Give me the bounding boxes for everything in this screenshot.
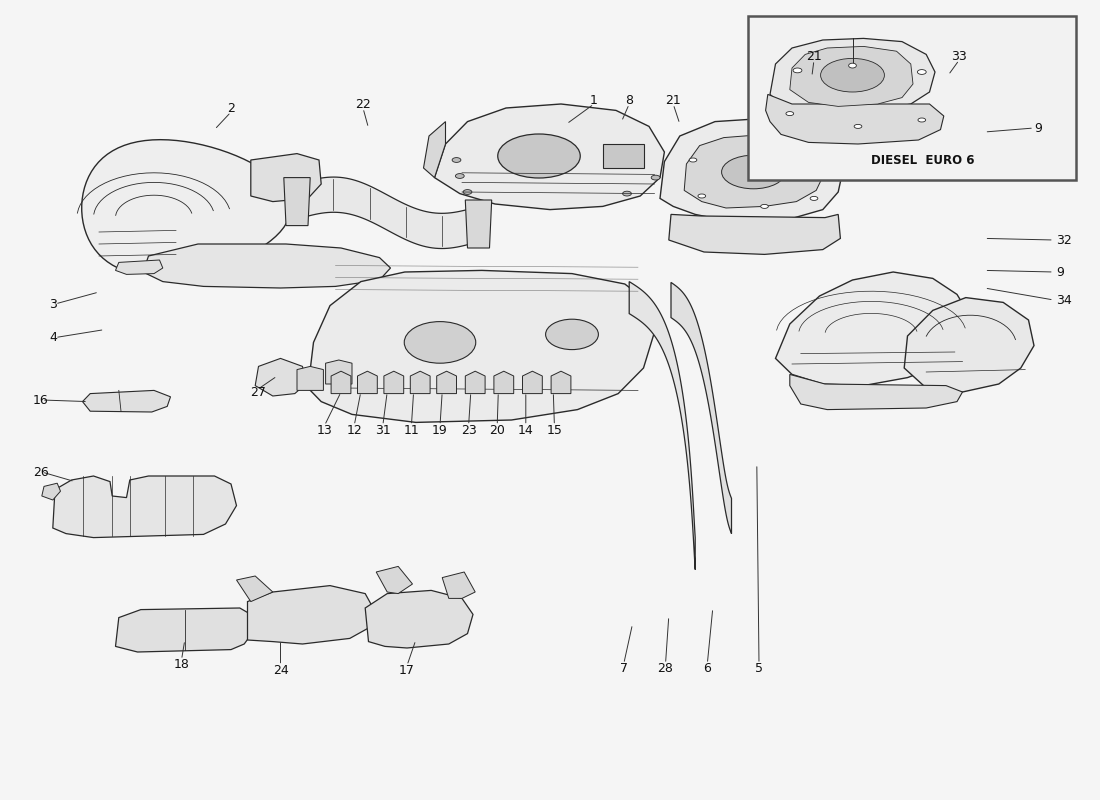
- Polygon shape: [236, 576, 273, 602]
- Text: 14: 14: [518, 424, 534, 437]
- Polygon shape: [437, 371, 456, 394]
- Ellipse shape: [785, 111, 794, 115]
- Polygon shape: [465, 200, 492, 248]
- Text: 20: 20: [490, 424, 505, 437]
- Ellipse shape: [452, 158, 461, 162]
- Polygon shape: [790, 46, 913, 106]
- Text: 26: 26: [33, 466, 48, 478]
- Polygon shape: [790, 374, 962, 410]
- Polygon shape: [255, 358, 306, 396]
- Polygon shape: [660, 118, 845, 222]
- Polygon shape: [766, 94, 944, 144]
- Text: 27: 27: [251, 386, 266, 398]
- Polygon shape: [358, 371, 377, 394]
- Text: 17: 17: [399, 664, 415, 677]
- Polygon shape: [297, 366, 323, 390]
- Ellipse shape: [463, 190, 472, 194]
- Ellipse shape: [821, 58, 884, 92]
- Polygon shape: [629, 282, 695, 570]
- Polygon shape: [53, 476, 236, 538]
- Ellipse shape: [849, 63, 856, 68]
- Polygon shape: [81, 140, 290, 272]
- Text: 32: 32: [1056, 234, 1071, 246]
- Text: 16: 16: [33, 394, 48, 406]
- Text: 31: 31: [375, 424, 390, 437]
- Text: 8: 8: [625, 94, 634, 106]
- Text: 2: 2: [227, 102, 235, 114]
- Text: 9: 9: [1034, 122, 1042, 134]
- Polygon shape: [251, 154, 321, 202]
- Text: 13: 13: [317, 424, 332, 437]
- Text: 22: 22: [355, 98, 371, 110]
- Ellipse shape: [651, 175, 660, 180]
- Text: 15: 15: [547, 424, 562, 437]
- Polygon shape: [494, 371, 514, 394]
- Polygon shape: [522, 371, 542, 394]
- Ellipse shape: [854, 124, 862, 129]
- Text: 7: 7: [619, 662, 628, 674]
- Polygon shape: [42, 483, 60, 500]
- Ellipse shape: [818, 159, 827, 163]
- Ellipse shape: [405, 322, 475, 363]
- Text: 5: 5: [755, 662, 763, 674]
- Polygon shape: [424, 122, 446, 178]
- Bar: [748, 16, 1076, 180]
- Text: DIESEL  EURO 6: DIESEL EURO 6: [871, 154, 975, 166]
- Polygon shape: [384, 371, 404, 394]
- Polygon shape: [465, 371, 485, 394]
- Ellipse shape: [546, 319, 598, 350]
- Polygon shape: [410, 371, 430, 394]
- Ellipse shape: [623, 191, 631, 196]
- Polygon shape: [308, 270, 654, 422]
- Polygon shape: [82, 390, 170, 412]
- Polygon shape: [331, 371, 351, 394]
- Ellipse shape: [793, 68, 802, 73]
- Ellipse shape: [810, 196, 818, 200]
- Ellipse shape: [722, 155, 785, 189]
- Polygon shape: [284, 178, 310, 226]
- Text: 18: 18: [174, 658, 189, 670]
- Polygon shape: [434, 104, 664, 210]
- Polygon shape: [365, 590, 473, 648]
- Text: 11: 11: [404, 424, 419, 437]
- Polygon shape: [770, 38, 935, 112]
- Polygon shape: [603, 144, 644, 168]
- Ellipse shape: [917, 118, 926, 122]
- Text: 9: 9: [1056, 266, 1064, 278]
- Ellipse shape: [497, 134, 581, 178]
- Ellipse shape: [689, 158, 697, 162]
- Text: 21: 21: [806, 50, 822, 62]
- Text: 19: 19: [432, 424, 448, 437]
- Text: 12: 12: [346, 424, 362, 437]
- Polygon shape: [116, 260, 163, 274]
- Text: 24: 24: [273, 664, 288, 677]
- Polygon shape: [684, 134, 825, 208]
- Ellipse shape: [698, 194, 706, 198]
- Ellipse shape: [917, 70, 926, 74]
- Text: 4: 4: [50, 331, 57, 344]
- Text: 23: 23: [461, 424, 476, 437]
- Text: 1: 1: [590, 94, 598, 106]
- Polygon shape: [143, 244, 390, 288]
- Ellipse shape: [761, 132, 768, 136]
- Polygon shape: [297, 177, 478, 249]
- Text: 6: 6: [703, 662, 712, 674]
- Text: 33: 33: [952, 50, 967, 62]
- Ellipse shape: [455, 174, 464, 178]
- Polygon shape: [671, 282, 732, 534]
- Polygon shape: [248, 586, 374, 644]
- Polygon shape: [904, 298, 1034, 392]
- Polygon shape: [442, 572, 475, 598]
- Text: 28: 28: [658, 662, 673, 674]
- Polygon shape: [376, 566, 412, 594]
- Polygon shape: [116, 608, 253, 652]
- Polygon shape: [551, 371, 571, 394]
- Text: 3: 3: [50, 298, 57, 310]
- Polygon shape: [326, 360, 352, 384]
- Ellipse shape: [761, 204, 768, 208]
- Text: 34: 34: [1056, 294, 1071, 306]
- Polygon shape: [776, 272, 970, 386]
- Text: 21: 21: [666, 94, 681, 106]
- Polygon shape: [669, 214, 840, 254]
